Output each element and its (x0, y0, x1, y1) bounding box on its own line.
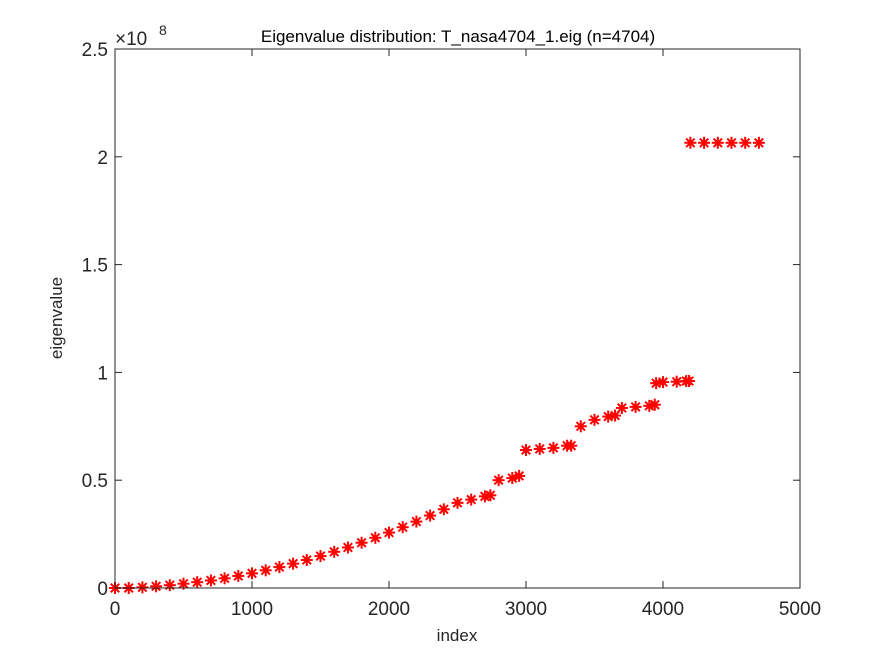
data-point (520, 444, 532, 457)
x-tick-label: 3000 (505, 599, 547, 620)
x-axis-label: index (437, 626, 478, 645)
y-axis-ticks: 0 0.5 1 1.5 2 2.5 (82, 40, 800, 600)
data-point (752, 136, 765, 149)
data-point (341, 541, 354, 554)
data-point (451, 496, 464, 509)
data-point (383, 526, 395, 539)
data-point (163, 579, 176, 592)
x-tick-label: 4000 (642, 599, 684, 620)
data-point (683, 375, 696, 388)
data-point (424, 509, 437, 522)
data-point (711, 136, 724, 149)
x-tick-label: 1000 (231, 599, 273, 620)
data-point (513, 469, 526, 482)
data-point (314, 550, 327, 563)
data-point (609, 409, 622, 422)
data-point (574, 420, 587, 433)
data-point (259, 564, 272, 577)
data-point (533, 442, 546, 455)
x-tick-label: 5000 (779, 599, 821, 620)
data-point (698, 136, 711, 149)
data-point (300, 553, 313, 566)
data-point (484, 489, 497, 502)
data-point (191, 576, 204, 589)
data-point (492, 474, 505, 487)
y-tick-label: 2 (97, 148, 108, 169)
y-multiplier-exponent: 8 (159, 22, 167, 38)
y-multiplier-base: ×10 (115, 29, 147, 50)
data-point (136, 581, 149, 594)
x-tick-label: 0 (110, 599, 121, 620)
data-point (588, 413, 601, 426)
data-point (725, 136, 738, 149)
x-tick-label: 2000 (368, 599, 410, 620)
data-point (218, 572, 231, 585)
data-point (273, 561, 286, 574)
y-tick-label: 0 (97, 579, 108, 600)
data-point (615, 401, 628, 414)
chart-title: Eigenvalue distribution: T_nasa4704_1.ei… (261, 27, 655, 46)
y-tick-label: 2.5 (82, 40, 108, 61)
data-point (410, 515, 423, 528)
data-point (648, 398, 661, 411)
y-tick-label: 1 (97, 363, 108, 384)
data-point (465, 493, 478, 506)
data-point (739, 136, 752, 149)
x-axis-ticks: 0 1000 2000 3000 4000 5000 (110, 49, 821, 620)
data-point (547, 441, 560, 454)
axes-box (114, 48, 801, 589)
data-point (684, 136, 697, 149)
data-point (287, 557, 300, 570)
data-point (565, 439, 578, 452)
y-tick-label: 1.5 (82, 256, 108, 277)
data-point (204, 574, 217, 587)
data-point (355, 536, 368, 549)
data-point (629, 400, 642, 413)
y-axis-label: eigenvalue (47, 277, 66, 359)
data-point (246, 567, 258, 580)
data-point (396, 521, 409, 534)
data-point (369, 531, 382, 544)
data-point (437, 503, 450, 516)
data-point (232, 569, 245, 582)
data-point (328, 545, 341, 558)
data-point (657, 376, 669, 389)
data-point (150, 580, 163, 593)
y-tick-label: 0.5 (82, 471, 108, 492)
